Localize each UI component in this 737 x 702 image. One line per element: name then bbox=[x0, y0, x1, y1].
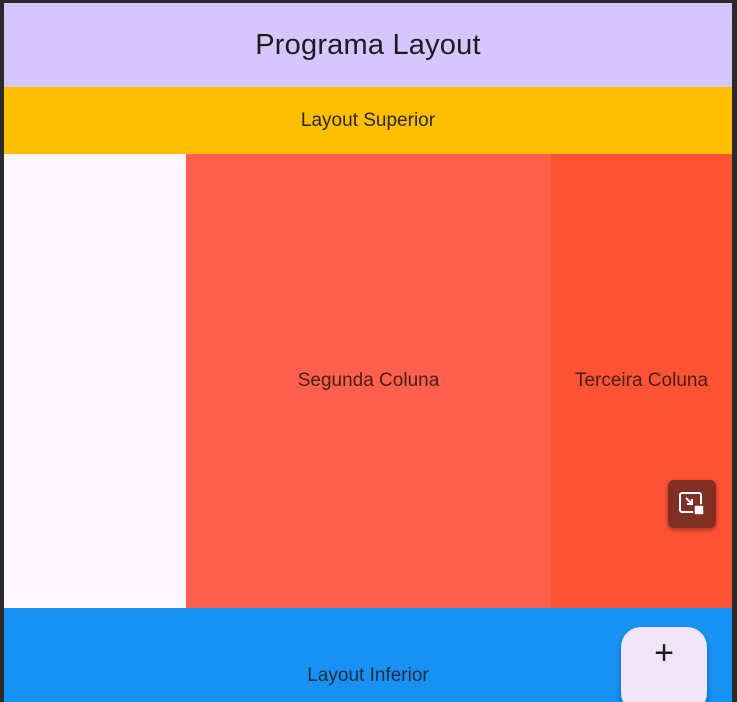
columns-row: Segunda Coluna Terceira Coluna bbox=[4, 154, 732, 608]
second-column: Segunda Coluna bbox=[186, 154, 551, 608]
app-screen: Programa Layout Layout Superior Segunda … bbox=[4, 3, 732, 702]
third-column-label: Terceira Coluna bbox=[574, 370, 709, 391]
second-column-label: Segunda Coluna bbox=[297, 370, 440, 391]
picture-in-picture-button[interactable] bbox=[668, 480, 716, 528]
first-column bbox=[4, 154, 186, 608]
add-fab-button[interactable]: + bbox=[621, 627, 707, 702]
app-bar-title: Programa Layout bbox=[255, 28, 481, 61]
bottom-layout-label: Layout Inferior bbox=[307, 665, 429, 686]
third-column: Terceira Coluna bbox=[551, 154, 732, 608]
plus-icon: + bbox=[654, 634, 674, 672]
app-bar: Programa Layout bbox=[4, 3, 732, 87]
picture-in-picture-icon bbox=[679, 492, 705, 516]
bottom-layout: Layout Inferior bbox=[4, 608, 732, 702]
top-layout: Layout Superior bbox=[4, 87, 732, 154]
top-layout-label: Layout Superior bbox=[300, 109, 436, 131]
